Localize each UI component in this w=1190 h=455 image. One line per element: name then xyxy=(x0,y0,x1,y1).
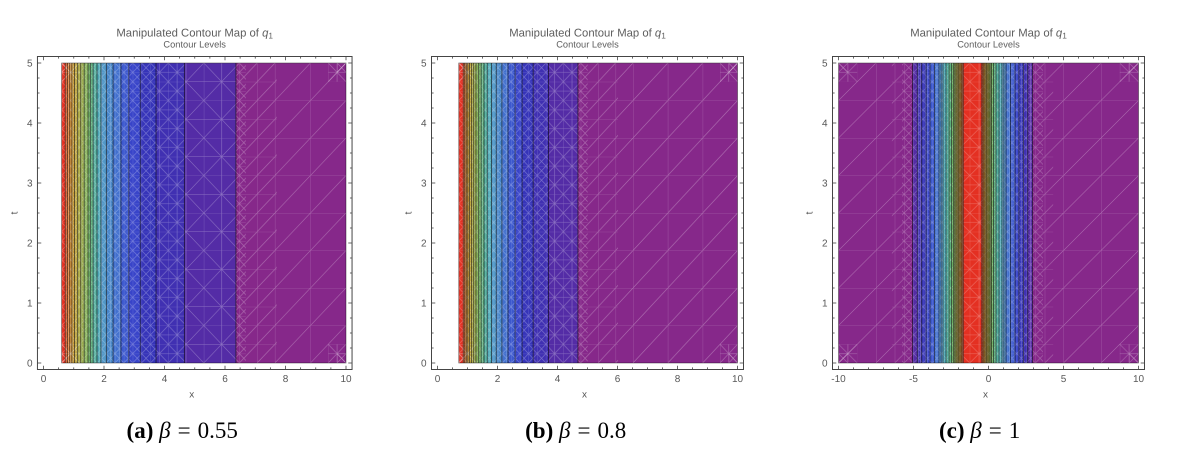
svg-text:5: 5 xyxy=(822,59,828,70)
svg-text:10: 10 xyxy=(732,374,744,385)
svg-text:8: 8 xyxy=(283,374,289,385)
svg-text:6: 6 xyxy=(222,374,228,385)
svg-text:Manipulated Contour Map of q1: Manipulated Contour Map of q1 xyxy=(509,28,666,41)
svg-text:t: t xyxy=(10,211,21,214)
svg-text:0: 0 xyxy=(27,359,33,370)
svg-text:0: 0 xyxy=(986,374,992,385)
svg-text:0: 0 xyxy=(421,359,427,370)
svg-text:-10: -10 xyxy=(831,374,846,385)
svg-text:1: 1 xyxy=(421,299,427,310)
svg-text:2: 2 xyxy=(495,374,501,385)
svg-text:4: 4 xyxy=(822,119,828,130)
svg-text:2: 2 xyxy=(421,239,427,250)
svg-text:3: 3 xyxy=(421,179,427,190)
svg-text:4: 4 xyxy=(27,119,33,130)
svg-text:Contour Levels: Contour Levels xyxy=(556,40,619,50)
svg-text:x: x xyxy=(983,389,988,400)
svg-text:Contour Levels: Contour Levels xyxy=(163,40,226,50)
svg-text:3: 3 xyxy=(822,179,828,190)
svg-text:10: 10 xyxy=(340,374,352,385)
svg-text:10: 10 xyxy=(1133,374,1145,385)
svg-text:0: 0 xyxy=(41,374,47,385)
svg-text:-5: -5 xyxy=(909,374,918,385)
svg-text:2: 2 xyxy=(822,239,828,250)
svg-text:2: 2 xyxy=(27,239,33,250)
svg-text:4: 4 xyxy=(421,119,427,130)
svg-text:x: x xyxy=(189,389,194,400)
svg-text:0: 0 xyxy=(435,374,441,385)
svg-text:6: 6 xyxy=(615,374,621,385)
svg-text:0: 0 xyxy=(822,359,828,370)
svg-text:Manipulated Contour Map of q1: Manipulated Contour Map of q1 xyxy=(116,28,273,41)
svg-text:t: t xyxy=(404,211,415,214)
svg-text:8: 8 xyxy=(675,374,681,385)
svg-text:4: 4 xyxy=(555,374,561,385)
svg-text:4: 4 xyxy=(162,374,168,385)
svg-text:Contour Levels: Contour Levels xyxy=(957,40,1020,50)
svg-text:Manipulated Contour Map of q1: Manipulated Contour Map of q1 xyxy=(910,28,1067,41)
svg-text:x: x xyxy=(582,389,587,400)
svg-text:3: 3 xyxy=(27,179,33,190)
svg-text:5: 5 xyxy=(1061,374,1067,385)
svg-text:t: t xyxy=(805,211,816,214)
svg-text:1: 1 xyxy=(27,299,33,310)
svg-text:2: 2 xyxy=(101,374,107,385)
svg-text:5: 5 xyxy=(421,59,427,70)
svg-text:5: 5 xyxy=(27,59,33,70)
svg-text:1: 1 xyxy=(822,299,828,310)
